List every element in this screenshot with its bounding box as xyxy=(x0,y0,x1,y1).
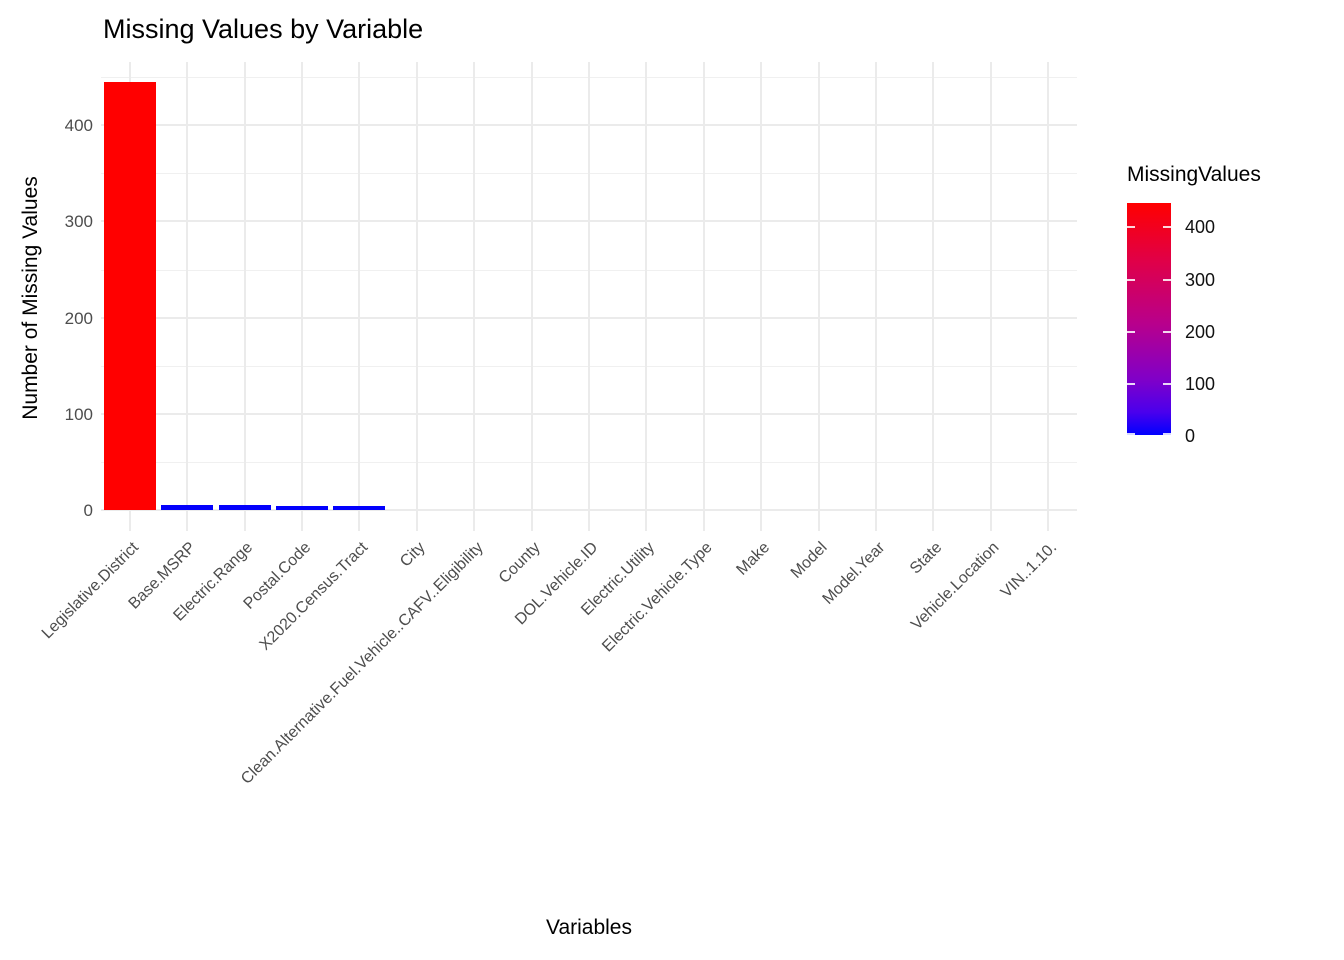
x-tick-label-Electric.Vehicle.Type: Electric.Vehicle.Type xyxy=(599,539,716,656)
y-tick-label-0: 0 xyxy=(83,501,93,520)
x-tick-label-X2020.Census.Tract: X2020.Census.Tract xyxy=(256,539,372,654)
x-tick-label-County: County xyxy=(495,539,544,587)
legend-tick-label-400: 400 xyxy=(1185,217,1216,238)
gridline-x-Make xyxy=(760,62,763,531)
legend-tick-label-100: 100 xyxy=(1185,373,1216,394)
legend-tick-300 xyxy=(1127,278,1135,281)
y-tick-label-200: 200 xyxy=(64,308,93,328)
y-axis-title: Number of Missing Values xyxy=(19,176,42,420)
bar-X2020.Census.Tract xyxy=(333,506,386,510)
x-tick-label-Make: Make xyxy=(733,539,774,579)
legend-tick-label-300: 300 xyxy=(1185,269,1216,290)
gridline-x-Model.Year xyxy=(875,62,878,531)
plot-panel xyxy=(101,62,1077,531)
bar-Legislative.District xyxy=(103,81,156,510)
gridline-x-Electric.Vehicle.Type xyxy=(702,62,705,531)
legend-title: MissingValues xyxy=(1127,163,1261,186)
bar-Postal.Code xyxy=(275,506,328,510)
gridline-x-VIN..1.10. xyxy=(1047,62,1050,531)
legend: MissingValues 400 300 200 100 0 xyxy=(1127,163,1337,445)
gridline-x-County xyxy=(530,62,533,531)
legend-tick-100 xyxy=(1163,382,1171,385)
y-tick-label-400: 400 xyxy=(64,116,93,136)
gridline-x-Clean.Alternative.Fuel.Vehicle..CAFV..Eligibility xyxy=(473,62,476,531)
legend-tick-300 xyxy=(1163,278,1171,281)
legend-tick-200 xyxy=(1163,330,1171,333)
legend-tick-400 xyxy=(1163,226,1171,229)
gridline-x-X2020.Census.Tract xyxy=(358,62,361,531)
gridline-x-State xyxy=(932,62,935,531)
legend-tick-100 xyxy=(1127,382,1135,385)
legend-tick-0 xyxy=(1163,433,1171,435)
x-tick-label-Legislative.District: Legislative.District xyxy=(38,539,142,643)
x-axis-title: Variables xyxy=(546,916,632,939)
legend-tick-0 xyxy=(1127,433,1135,435)
y-tick-label-300: 300 xyxy=(64,212,93,232)
gridline-x-Base.MSRP xyxy=(186,62,189,531)
legend-colorbar: 400 300 200 100 0 xyxy=(1127,203,1215,445)
gridline-x-City xyxy=(415,62,418,531)
bar-Electric.Range xyxy=(218,505,271,510)
gridline-x-Postal.Code xyxy=(300,62,303,531)
x-tick-label-Model: Model xyxy=(787,539,831,582)
legend-tick-label-0: 0 xyxy=(1185,426,1196,446)
legend-tick-label-200: 200 xyxy=(1185,321,1216,342)
gridline-x-Model xyxy=(817,62,820,531)
gridline-x-Vehicle.Location xyxy=(989,62,992,531)
chart-title: Missing Values by Variable xyxy=(103,14,424,44)
x-tick-label-City: City xyxy=(397,539,429,571)
legend-tick-200 xyxy=(1127,330,1135,333)
gridline-x-DOL.Vehicle.ID xyxy=(588,62,590,531)
x-tick-label-VIN..1.10.: VIN..1.10. xyxy=(997,539,1061,602)
gridline-x-Electric.Utility xyxy=(645,62,648,531)
y-tick-label-100: 100 xyxy=(64,404,93,424)
gridline-x-Electric.Range xyxy=(243,62,246,531)
x-tick-label-State: State xyxy=(907,539,946,578)
legend-tick-400 xyxy=(1127,226,1135,229)
bar-Base.MSRP xyxy=(161,505,214,510)
